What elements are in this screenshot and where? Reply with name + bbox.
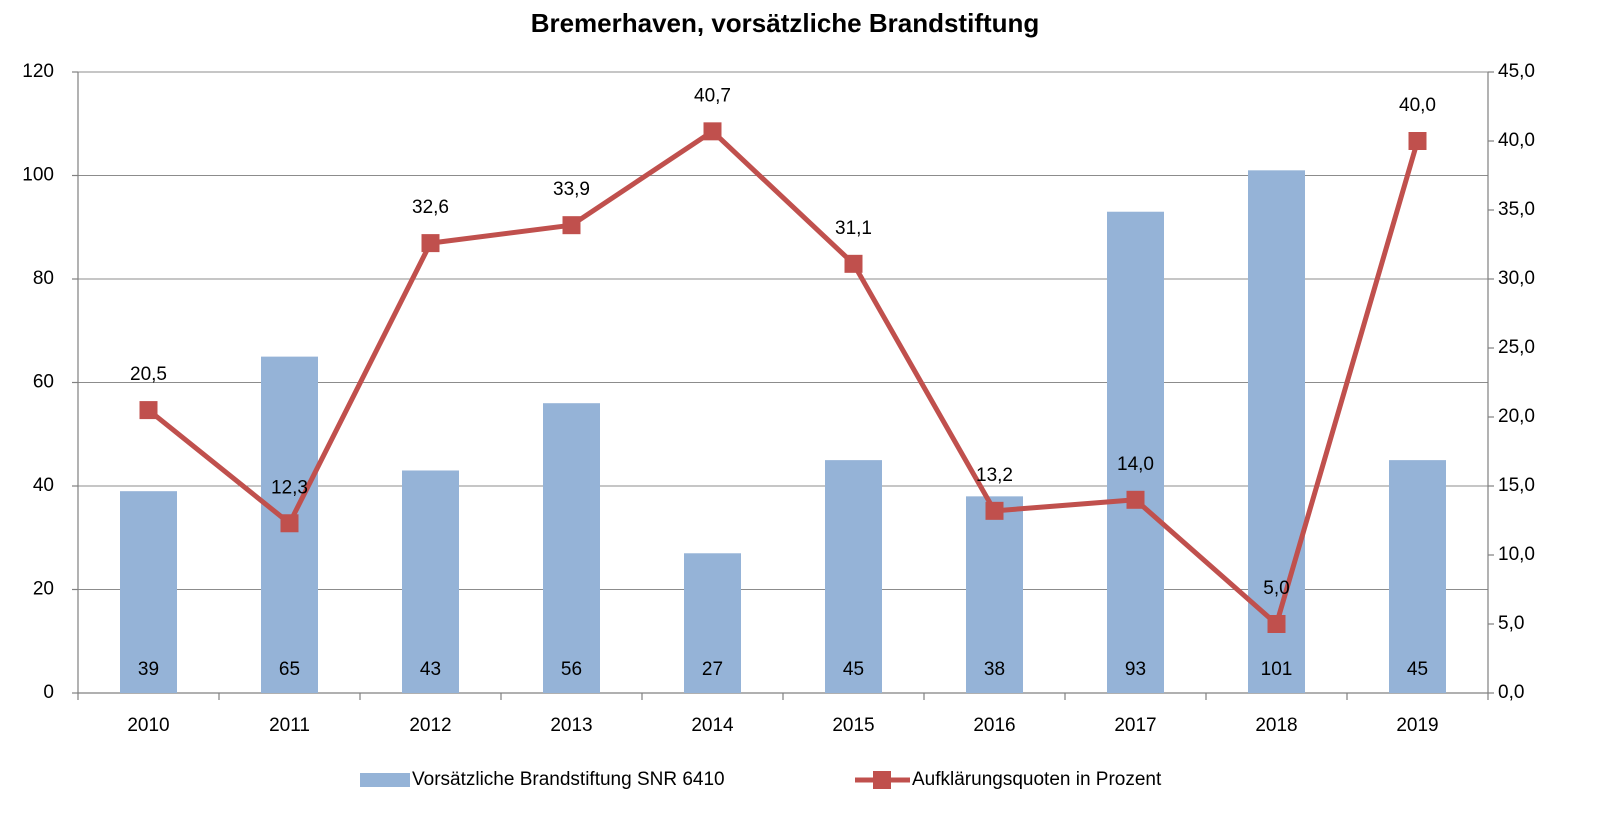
y2-tick-label: 35,0 xyxy=(1498,199,1535,220)
line-value-label: 14,0 xyxy=(1117,454,1154,475)
y-tick-label: 100 xyxy=(22,165,54,186)
x-tick-label: 2019 xyxy=(1396,715,1438,736)
y2-tick-label: 10,0 xyxy=(1498,544,1535,565)
line-marker xyxy=(139,401,158,420)
bar xyxy=(402,470,459,693)
legend-swatch xyxy=(873,771,891,789)
y-tick-label: 80 xyxy=(33,268,54,289)
line-value-label: 12,3 xyxy=(271,477,308,498)
line-value-label: 20,5 xyxy=(130,364,167,385)
x-tick-label: 2017 xyxy=(1114,715,1156,736)
bar xyxy=(1248,170,1305,693)
bar xyxy=(684,553,741,693)
x-tick-label: 2012 xyxy=(409,715,451,736)
line-value-label: 31,1 xyxy=(835,218,872,239)
bar-value-label: 101 xyxy=(1261,659,1293,680)
line-marker xyxy=(421,234,440,253)
y2-tick-label: 40,0 xyxy=(1498,130,1535,151)
legend-label: Aufklärungsquoten in Prozent xyxy=(912,769,1162,790)
x-tick-label: 2010 xyxy=(127,715,169,736)
bar-value-label: 45 xyxy=(843,659,864,680)
x-tick-label: 2013 xyxy=(550,715,592,736)
bar-value-label: 38 xyxy=(984,659,1005,680)
bar-value-label: 56 xyxy=(561,659,582,680)
y-tick-label: 120 xyxy=(22,61,54,82)
line-value-label: 32,6 xyxy=(412,197,449,218)
line-marker xyxy=(1408,132,1427,150)
line-value-label: 40,0 xyxy=(1399,95,1436,116)
y2-tick-label: 0,0 xyxy=(1498,682,1524,703)
y2-tick-label: 20,0 xyxy=(1498,406,1535,427)
x-tick-label: 2015 xyxy=(832,715,874,736)
line-marker xyxy=(703,122,722,141)
line-value-label: 13,2 xyxy=(976,465,1013,486)
line-value-label: 40,7 xyxy=(694,85,731,106)
bar-value-label: 27 xyxy=(702,659,723,680)
legend-swatch xyxy=(360,773,410,787)
bar xyxy=(120,491,177,693)
line-marker xyxy=(1126,490,1145,509)
y2-tick-label: 25,0 xyxy=(1498,337,1535,358)
line-value-label: 5,0 xyxy=(1263,578,1289,599)
line-value-label: 33,9 xyxy=(553,179,590,200)
bar xyxy=(825,460,882,693)
y2-tick-label: 5,0 xyxy=(1498,613,1524,634)
x-tick-label: 2016 xyxy=(973,715,1015,736)
x-tick-label: 2011 xyxy=(269,715,310,736)
bar xyxy=(1107,211,1164,693)
line-marker xyxy=(1267,615,1286,633)
bar-value-label: 93 xyxy=(1125,659,1146,680)
y-tick-label: 20 xyxy=(33,579,54,600)
y2-tick-label: 30,0 xyxy=(1498,268,1535,289)
bar-value-label: 39 xyxy=(138,659,159,680)
bar-value-label: 65 xyxy=(279,659,300,680)
y2-tick-label: 45,0 xyxy=(1498,61,1535,82)
bar xyxy=(1389,460,1446,693)
bar-value-label: 43 xyxy=(420,659,441,680)
chart-title: Bremerhaven, vorsätzliche Brandstiftung xyxy=(531,8,1040,38)
bar xyxy=(543,403,600,693)
y2-tick-label: 15,0 xyxy=(1498,475,1535,496)
y-tick-label: 40 xyxy=(33,475,54,496)
bar-value-label: 45 xyxy=(1407,659,1428,680)
legend-label: Vorsätzliche Brandstiftung SNR 6410 xyxy=(412,769,725,790)
line xyxy=(146,128,1420,627)
x-tick-label: 2018 xyxy=(1255,715,1297,736)
bar xyxy=(966,496,1023,693)
line-marker xyxy=(280,514,299,533)
y-tick-label: 60 xyxy=(33,372,54,393)
line-marker xyxy=(985,501,1004,520)
line-marker xyxy=(844,254,863,273)
line-marker xyxy=(562,216,581,235)
x-tick-label: 2014 xyxy=(691,715,734,736)
y-tick-label: 0 xyxy=(43,682,54,703)
